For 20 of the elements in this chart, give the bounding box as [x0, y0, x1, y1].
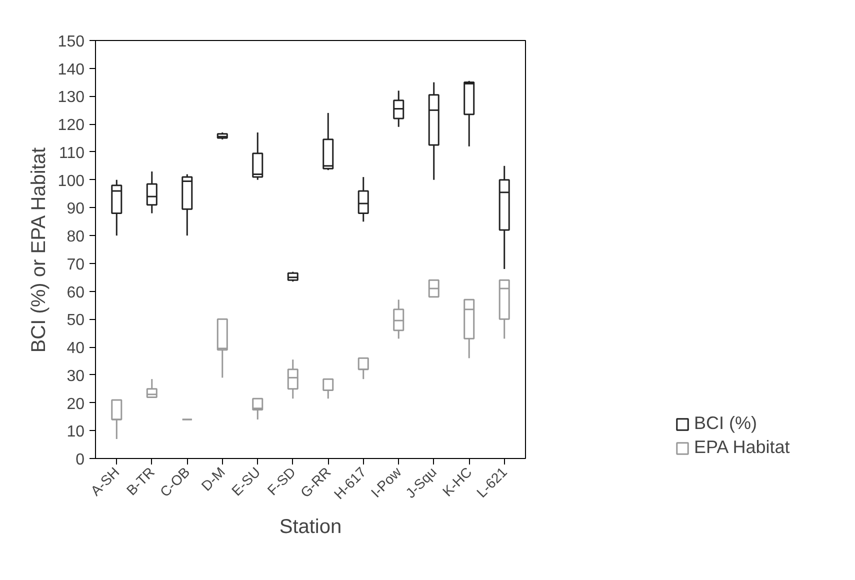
- y-tick-label: 90: [66, 200, 85, 218]
- y-tick-label: 30: [66, 368, 85, 385]
- y-tick-label: 20: [66, 396, 85, 413]
- legend-label: EPA Habitat: [694, 437, 790, 458]
- y-tick-label: 130: [58, 89, 85, 106]
- y-tick-label: 70: [66, 256, 85, 274]
- y-tick-label: 60: [66, 284, 85, 302]
- y-tick-label: 50: [66, 312, 85, 330]
- y-tick-label: 80: [66, 228, 85, 246]
- y-tick-label: 110: [58, 144, 85, 162]
- legend-label: BCI (%): [694, 413, 757, 434]
- y-tick-label: 140: [58, 61, 85, 78]
- y-axis-title: BCI (%) or EPA Habitat: [28, 146, 50, 353]
- x-axis-title: Station: [279, 516, 342, 538]
- y-tick-label: 40: [66, 340, 85, 358]
- y-tick-label: 150: [58, 34, 85, 50]
- y-tick-label: 0: [76, 452, 85, 468]
- y-tick-label: 120: [58, 117, 85, 134]
- y-tick-label: 10: [66, 424, 85, 441]
- y-tick-label: 100: [58, 172, 85, 190]
